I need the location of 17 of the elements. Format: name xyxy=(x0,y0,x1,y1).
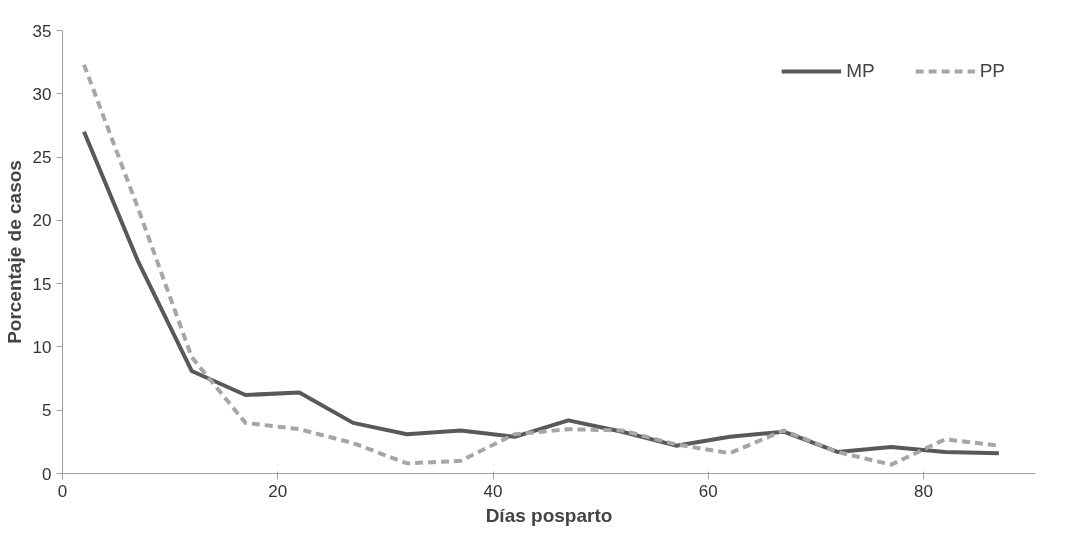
legend-label: PP xyxy=(979,60,1005,82)
x-tick-label: 20 xyxy=(268,481,288,501)
y-tick-label: 5 xyxy=(42,401,52,421)
x-tick-label: 80 xyxy=(914,481,934,501)
x-axis-title: Días posparto xyxy=(485,504,613,526)
y-tick-label: 30 xyxy=(32,84,52,104)
x-tick-label: 60 xyxy=(698,481,718,501)
y-axis-title: Porcentaje de casos xyxy=(3,160,25,344)
y-tick-label: 25 xyxy=(32,148,52,168)
x-tick-label: 40 xyxy=(483,481,503,501)
x-tick-label: 0 xyxy=(57,481,68,501)
y-tick-label: 15 xyxy=(32,274,52,294)
y-tick-label: 35 xyxy=(32,21,52,41)
y-tick-label: 10 xyxy=(32,337,52,357)
legend-label: MP xyxy=(846,60,875,82)
y-tick-label: 0 xyxy=(42,464,52,484)
y-tick-label: 20 xyxy=(32,211,52,231)
